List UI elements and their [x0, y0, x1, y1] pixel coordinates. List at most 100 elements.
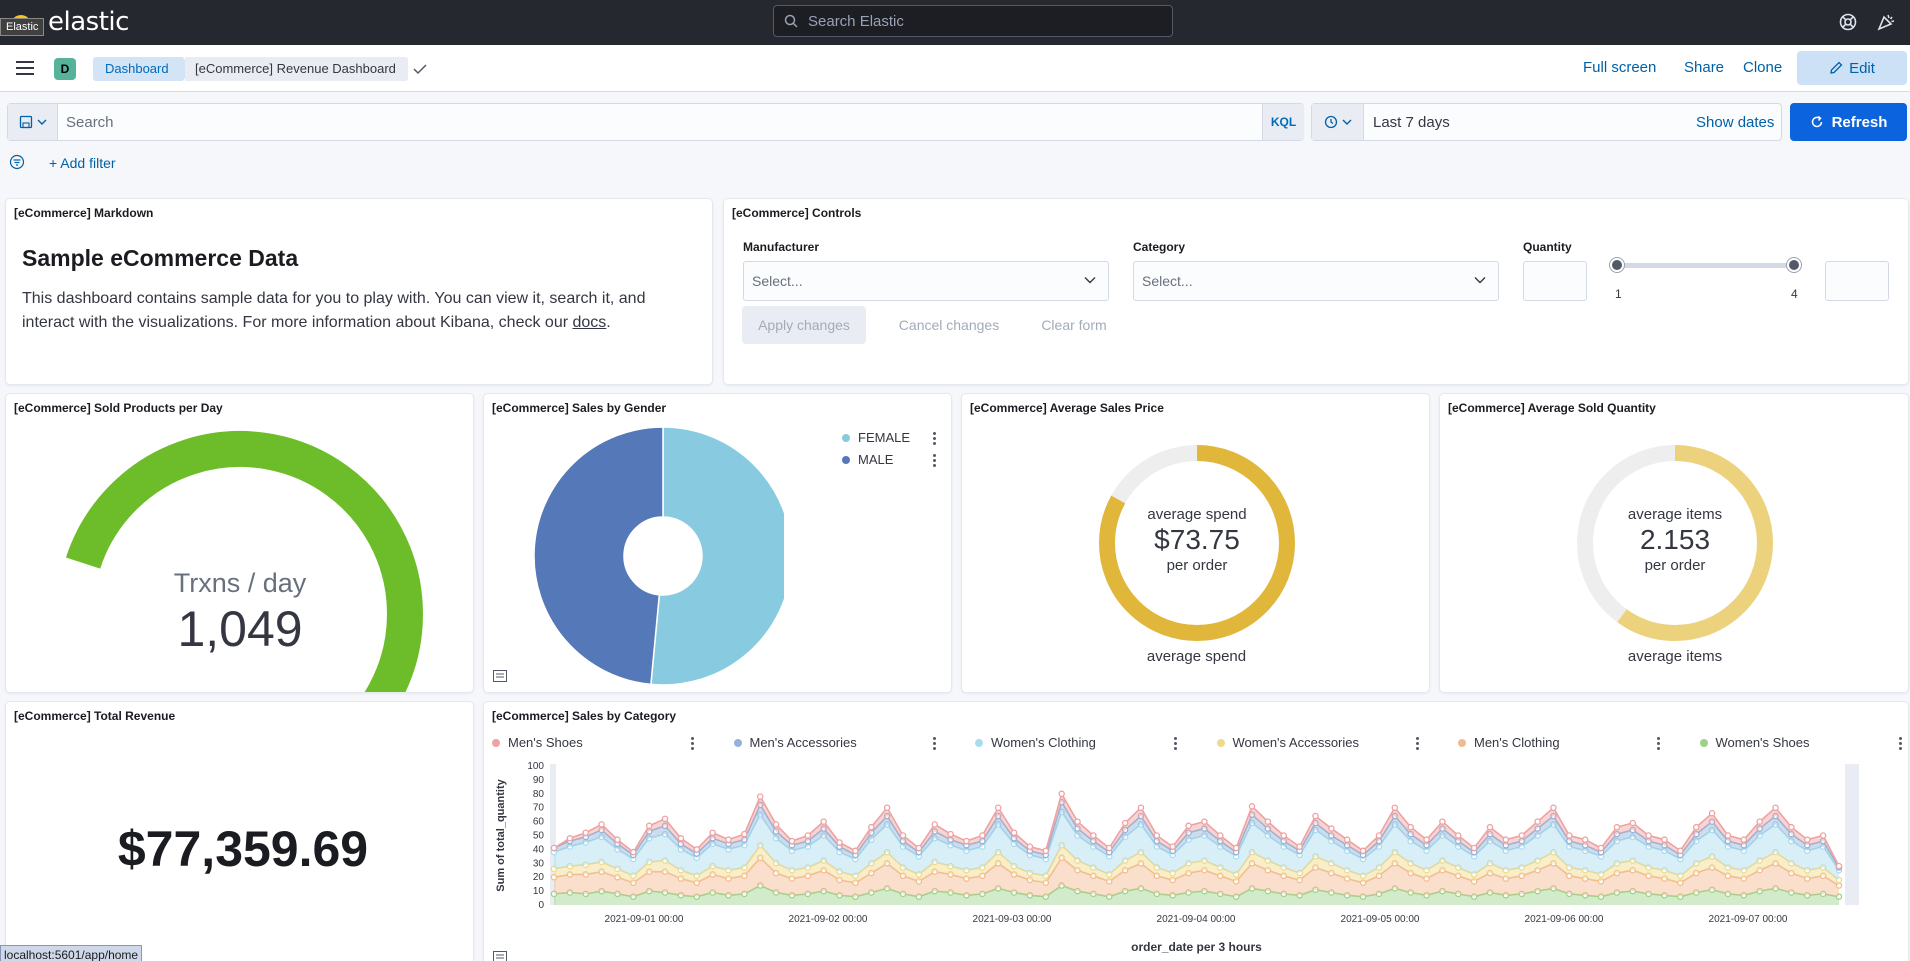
data-point[interactable]	[1312, 812, 1319, 820]
data-point[interactable]	[1248, 819, 1256, 827]
data-point[interactable]	[725, 892, 732, 899]
legend-options-icon[interactable]	[1415, 737, 1420, 751]
data-point[interactable]	[1455, 872, 1462, 880]
data-point[interactable]	[963, 892, 970, 899]
data-point[interactable]	[1312, 853, 1319, 860]
data-point[interactable]	[1121, 826, 1129, 834]
data-point[interactable]	[614, 865, 621, 873]
saved-query-button[interactable]	[8, 104, 58, 140]
data-point[interactable]	[1105, 844, 1113, 852]
data-point[interactable]	[1439, 887, 1446, 895]
data-point[interactable]	[1486, 823, 1494, 831]
quantity-min-input[interactable]	[1523, 261, 1587, 301]
data-point[interactable]	[1407, 869, 1414, 877]
data-point[interactable]	[804, 864, 812, 871]
data-point[interactable]	[1502, 866, 1510, 874]
data-point[interactable]	[709, 829, 716, 836]
data-point[interactable]	[1153, 832, 1161, 839]
data-point[interactable]	[1550, 885, 1557, 892]
data-point[interactable]	[582, 829, 589, 836]
data-point[interactable]	[1328, 889, 1335, 896]
legend-options-icon[interactable]	[691, 737, 695, 751]
pie-slice-male[interactable]	[533, 426, 664, 686]
data-point[interactable]	[1169, 876, 1176, 884]
data-point[interactable]	[1391, 848, 1399, 856]
data-point[interactable]	[788, 837, 796, 845]
data-point[interactable]	[1724, 832, 1732, 839]
date-range-label[interactable]: Last 7 days	[1373, 114, 1450, 131]
legend-options-icon[interactable]	[932, 737, 937, 751]
data-point[interactable]	[1486, 889, 1494, 896]
data-point[interactable]	[1566, 832, 1573, 839]
data-point[interactable]	[1042, 893, 1050, 900]
data-point[interactable]	[1740, 836, 1748, 843]
data-point[interactable]	[994, 821, 1002, 828]
data-point[interactable]	[1518, 890, 1525, 898]
data-point[interactable]	[1455, 832, 1462, 839]
data-point[interactable]	[1105, 893, 1113, 900]
data-point[interactable]	[661, 868, 669, 875]
data-point[interactable]	[868, 860, 875, 867]
data-point[interactable]	[1692, 889, 1700, 896]
legend-toggle-icon[interactable]	[493, 670, 507, 682]
breadcrumb-dashboard[interactable]: Dashboard	[93, 57, 193, 81]
data-point[interactable]	[1074, 887, 1081, 895]
data-point[interactable]	[550, 844, 558, 852]
data-point[interactable]	[1629, 857, 1637, 864]
data-point[interactable]	[836, 876, 843, 884]
data-point[interactable]	[1169, 843, 1176, 850]
data-point[interactable]	[677, 875, 685, 882]
data-point[interactable]	[1629, 819, 1637, 827]
data-point[interactable]	[1439, 818, 1446, 825]
global-search-input[interactable]: Search Elastic	[773, 5, 1173, 37]
data-point[interactable]	[1232, 893, 1240, 900]
data-point[interactable]	[1708, 853, 1716, 860]
data-point[interactable]	[868, 823, 875, 831]
data-point[interactable]	[931, 868, 938, 875]
data-point[interactable]	[1407, 837, 1414, 845]
data-point[interactable]	[979, 872, 986, 880]
data-point[interactable]	[1550, 804, 1557, 811]
data-point[interactable]	[1090, 864, 1097, 871]
brush-handle-left[interactable]	[550, 764, 556, 905]
data-point[interactable]	[979, 832, 986, 839]
manufacturer-select[interactable]: Select...	[743, 261, 1109, 301]
data-point[interactable]	[1407, 823, 1414, 831]
data-point[interactable]	[661, 830, 669, 838]
data-point[interactable]	[645, 822, 653, 830]
data-point[interactable]	[1819, 890, 1827, 898]
data-point[interactable]	[598, 868, 605, 875]
data-point[interactable]	[1772, 885, 1779, 892]
data-point[interactable]	[1121, 866, 1129, 874]
data-point[interactable]	[1042, 879, 1050, 887]
add-filter-button[interactable]: + Add filter	[49, 155, 116, 171]
data-point[interactable]	[1296, 843, 1303, 850]
data-point[interactable]	[804, 832, 812, 839]
data-point[interactable]	[963, 875, 970, 882]
data-point[interactable]	[598, 887, 605, 895]
data-point[interactable]	[1137, 848, 1145, 856]
data-point[interactable]	[1486, 869, 1494, 877]
data-point[interactable]	[1470, 878, 1478, 885]
data-point[interactable]	[677, 892, 685, 899]
data-point[interactable]	[1217, 890, 1224, 898]
data-point[interactable]	[1692, 860, 1700, 867]
data-point[interactable]	[947, 889, 954, 896]
data-point[interactable]	[1439, 857, 1446, 864]
data-point[interactable]	[1677, 879, 1684, 887]
data-point[interactable]	[1328, 825, 1335, 832]
data-point[interactable]	[1788, 860, 1795, 867]
data-point[interactable]	[1708, 810, 1716, 817]
data-point[interactable]	[1581, 836, 1589, 843]
data-point[interactable]	[756, 793, 764, 800]
data-point[interactable]	[1724, 864, 1732, 871]
data-point[interactable]	[677, 835, 685, 842]
data-point[interactable]	[1248, 803, 1256, 810]
data-point[interactable]	[1677, 872, 1684, 880]
data-point[interactable]	[1788, 869, 1795, 877]
data-point[interactable]	[1534, 866, 1541, 874]
data-point[interactable]	[614, 873, 621, 881]
data-point[interactable]	[1264, 857, 1272, 864]
data-point[interactable]	[931, 828, 938, 835]
data-point[interactable]	[1661, 892, 1668, 899]
